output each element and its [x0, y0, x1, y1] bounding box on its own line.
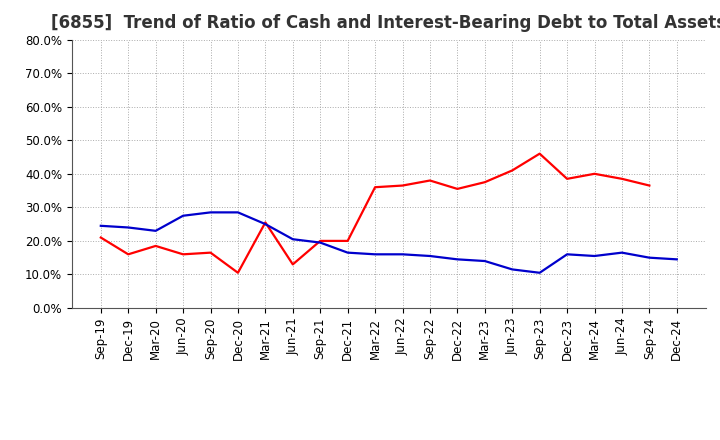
- Cash: [289, 262, 297, 267]
- Cash: [316, 238, 325, 244]
- Interest-Bearing Debt: [206, 210, 215, 215]
- Cash: [233, 270, 242, 275]
- Interest-Bearing Debt: [508, 267, 516, 272]
- Cash: [96, 235, 105, 240]
- Interest-Bearing Debt: [151, 228, 160, 234]
- Cash: [371, 185, 379, 190]
- Cash: [261, 220, 270, 225]
- Interest-Bearing Debt: [343, 250, 352, 255]
- Cash: [206, 250, 215, 255]
- Cash: [536, 151, 544, 156]
- Cash: [426, 178, 434, 183]
- Cash: [179, 252, 187, 257]
- Interest-Bearing Debt: [261, 221, 270, 227]
- Interest-Bearing Debt: [398, 252, 407, 257]
- Interest-Bearing Debt: [233, 210, 242, 215]
- Interest-Bearing Debt: [453, 257, 462, 262]
- Interest-Bearing Debt: [371, 252, 379, 257]
- Interest-Bearing Debt: [590, 253, 599, 259]
- Cash: [343, 238, 352, 244]
- Interest-Bearing Debt: [536, 270, 544, 275]
- Interest-Bearing Debt: [124, 225, 132, 230]
- Cash: [645, 183, 654, 188]
- Interest-Bearing Debt: [96, 223, 105, 228]
- Cash: [151, 243, 160, 249]
- Interest-Bearing Debt: [426, 253, 434, 259]
- Interest-Bearing Debt: [563, 252, 572, 257]
- Cash: [480, 180, 489, 185]
- Cash: [508, 168, 516, 173]
- Interest-Bearing Debt: [618, 250, 626, 255]
- Line: Interest-Bearing Debt: Interest-Bearing Debt: [101, 213, 677, 273]
- Cash: [618, 176, 626, 181]
- Cash: [590, 171, 599, 176]
- Cash: [563, 176, 572, 181]
- Line: Cash: Cash: [101, 154, 649, 273]
- Interest-Bearing Debt: [672, 257, 681, 262]
- Interest-Bearing Debt: [179, 213, 187, 218]
- Title: [6855]  Trend of Ratio of Cash and Interest-Bearing Debt to Total Assets: [6855] Trend of Ratio of Cash and Intere…: [51, 15, 720, 33]
- Interest-Bearing Debt: [289, 237, 297, 242]
- Cash: [124, 252, 132, 257]
- Interest-Bearing Debt: [645, 255, 654, 260]
- Cash: [453, 186, 462, 191]
- Interest-Bearing Debt: [316, 240, 325, 245]
- Cash: [398, 183, 407, 188]
- Interest-Bearing Debt: [480, 258, 489, 264]
